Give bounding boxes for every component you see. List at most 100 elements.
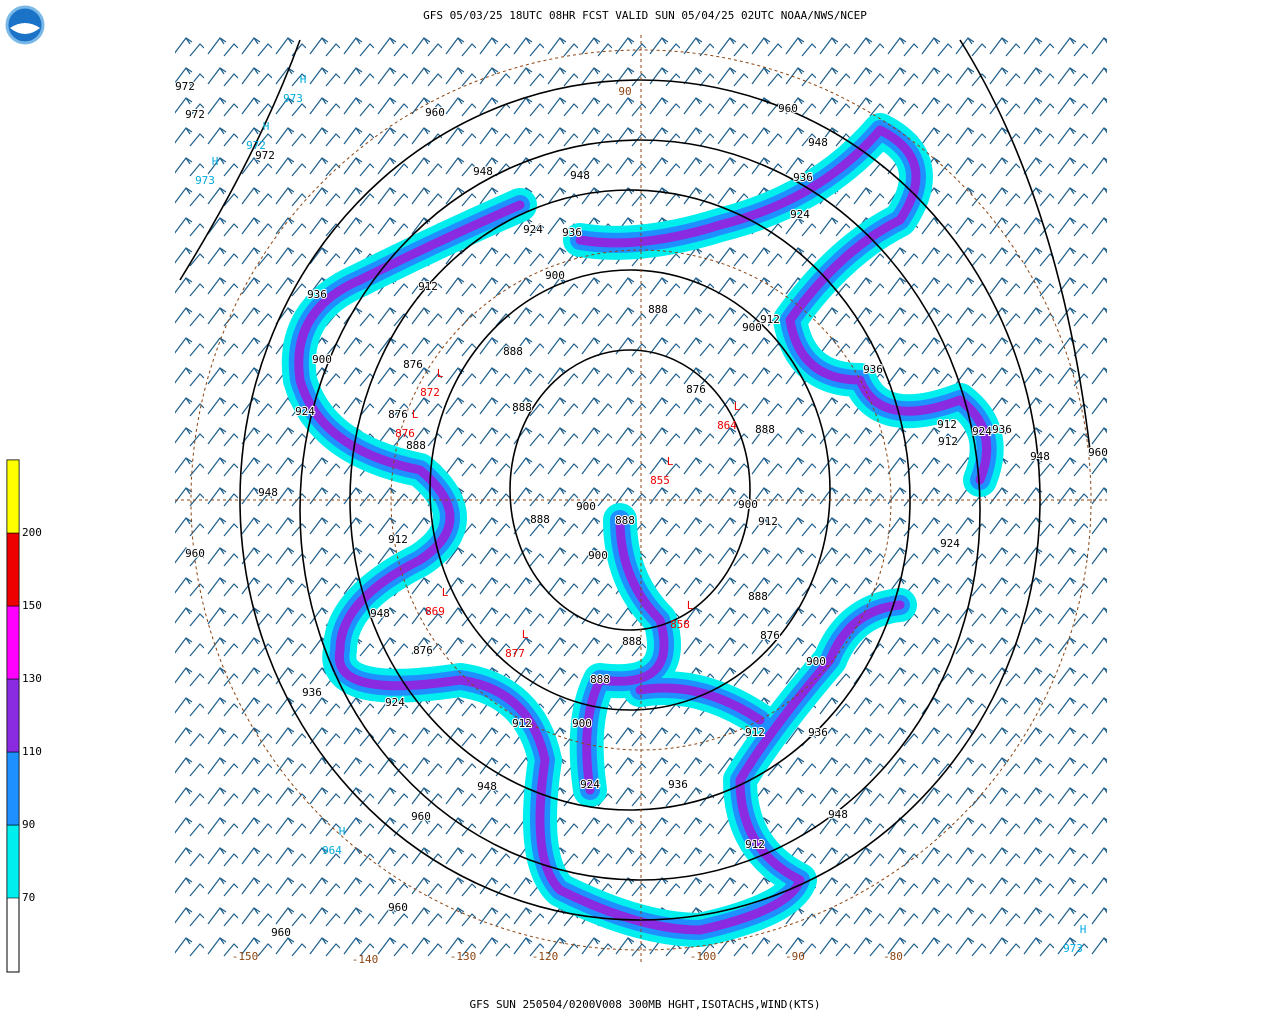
high-value: 972 [246, 139, 266, 152]
colorbar-label: 200 [22, 526, 42, 539]
height-label: 912 [745, 838, 765, 851]
height-label: 948 [258, 486, 278, 499]
height-label: 888 [648, 303, 668, 316]
colorbar-label: 90 [22, 818, 35, 831]
lat-lon-grid [175, 35, 1107, 965]
height-label: 900 [588, 549, 608, 562]
colorbar-label: 130 [22, 672, 42, 685]
height-label: 912 [418, 280, 438, 293]
low-value: 858 [670, 618, 690, 631]
height-label: 972 [255, 149, 275, 162]
height-label: 936 [307, 288, 327, 301]
height-label: 948 [570, 169, 590, 182]
height-label: 876 [388, 408, 408, 421]
height-label: 924 [385, 696, 405, 709]
longitude-label: -130 [450, 950, 477, 963]
longitude-label: -100 [690, 950, 717, 963]
high-value: 973 [1063, 942, 1083, 955]
low-letter: L [412, 408, 419, 421]
low-letter: L [734, 400, 741, 413]
high-letter: H [1080, 923, 1087, 936]
height-label: 876 [403, 358, 423, 371]
height-label: 876 [760, 629, 780, 642]
height-label: 936 [562, 226, 582, 239]
colorbar-band [6, 678, 20, 753]
longitude-label: -90 [785, 950, 805, 963]
height-label: 888 [590, 673, 610, 686]
height-label: 972 [185, 108, 205, 121]
height-label: 948 [828, 808, 848, 821]
height-label: 900 [312, 353, 332, 366]
height-label: 912 [745, 726, 765, 739]
height-label: 960 [271, 926, 291, 939]
colorbar-label: 70 [22, 891, 35, 904]
low-letter: L [667, 455, 674, 468]
height-label: 948 [477, 780, 497, 793]
height-label: 948 [473, 165, 493, 178]
high-letter: H [263, 120, 270, 133]
height-label: 900 [576, 500, 596, 513]
low-value: 876 [395, 427, 415, 440]
colorbar-band [6, 605, 20, 680]
longitude-label: -140 [352, 953, 379, 966]
low-value: 864 [717, 419, 737, 432]
height-label: 888 [615, 514, 635, 527]
height-label: 900 [738, 498, 758, 511]
height-label: 888 [755, 423, 775, 436]
map [175, 35, 1107, 965]
height-label: 912 [758, 515, 778, 528]
colorbar-band [6, 532, 20, 607]
longitude-label: -80 [883, 950, 903, 963]
height-label: 876 [413, 644, 433, 657]
height-label: 924 [580, 778, 600, 791]
colorbar-band [6, 459, 20, 534]
height-label: 888 [622, 635, 642, 648]
low-value: 869 [425, 605, 445, 618]
height-label: 888 [406, 439, 426, 452]
title: GFS 05/03/25 18UTC 08HR FCST VALID SUN 0… [423, 9, 867, 22]
low-letter: L [687, 599, 694, 612]
height-label: 888 [512, 401, 532, 414]
logo-wave [10, 23, 40, 34]
height-label: 900 [806, 655, 826, 668]
colorbar-band [6, 824, 20, 899]
high-value: 964 [322, 844, 342, 857]
high-value: 973 [195, 174, 215, 187]
height-label: 972 [175, 80, 195, 93]
height-label: 960 [1088, 446, 1108, 459]
height-label: 936 [668, 778, 688, 791]
colorbar-band [6, 751, 20, 826]
height-label: 936 [302, 686, 322, 699]
height-label: 960 [185, 547, 205, 560]
height-label: 960 [778, 102, 798, 115]
height-label: 948 [1030, 450, 1050, 463]
height-label: 924 [972, 425, 992, 438]
height-label: 888 [748, 590, 768, 603]
height-label: 900 [742, 321, 762, 334]
longitude-label: -150 [232, 950, 259, 963]
colorbar-label: 150 [22, 599, 42, 612]
low-letter: L [442, 586, 449, 599]
height-label: 912 [760, 313, 780, 326]
height-label: 912 [388, 533, 408, 546]
height-contours [179, 39, 1091, 921]
height-label: 912 [937, 418, 957, 431]
height-label: 912 [938, 435, 958, 448]
height-label: 960 [425, 106, 445, 119]
high-value: 973 [283, 92, 303, 105]
height-label: 936 [793, 171, 813, 184]
low-value: 877 [505, 647, 525, 660]
height-label: 924 [940, 537, 960, 550]
height-label: 888 [530, 513, 550, 526]
longitude-label: 90 [618, 85, 631, 98]
height-label: 948 [370, 607, 390, 620]
height-label: 936 [863, 363, 883, 376]
longitude-label: -120 [532, 950, 559, 963]
height-label: 948 [808, 136, 828, 149]
height-label: 936 [808, 726, 828, 739]
height-label: 936 [992, 423, 1012, 436]
colorbar-label: 110 [22, 745, 42, 758]
height-label: 960 [411, 810, 431, 823]
height-label: 924 [523, 223, 543, 236]
